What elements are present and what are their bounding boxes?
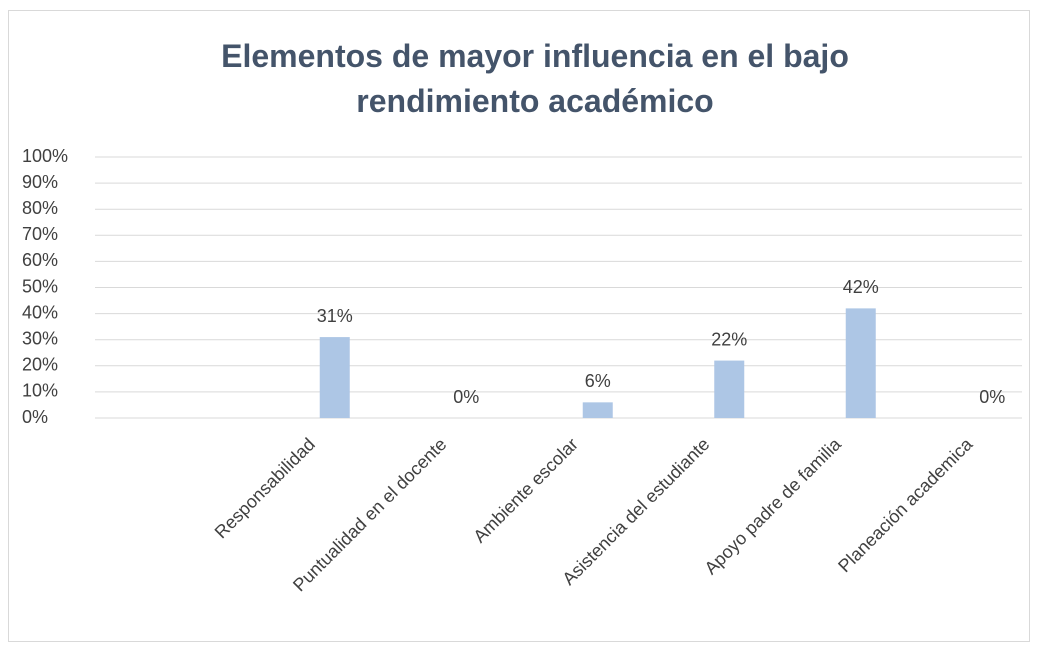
data-label: 31% xyxy=(317,306,353,326)
chart-frame xyxy=(8,10,1030,642)
bar xyxy=(714,360,745,418)
y-tick-label: 90% xyxy=(22,172,58,192)
x-tick-label: Planeación academica xyxy=(834,433,977,576)
y-tick-label: 0% xyxy=(22,407,48,427)
bar xyxy=(319,337,350,418)
x-tick-label: Responsabilidad xyxy=(211,434,319,542)
y-tick-label: 50% xyxy=(22,276,58,296)
bar xyxy=(845,308,876,418)
x-tick-label: Ambiente escolar xyxy=(469,434,581,546)
x-tick-label: Asistencia del estudiante xyxy=(558,434,713,589)
y-tick-label: 60% xyxy=(22,250,58,270)
data-label: 6% xyxy=(585,371,611,391)
y-tick-label: 70% xyxy=(22,224,58,244)
x-tick-label: Puntualidad en el docente xyxy=(289,434,450,595)
x-tick-label: Apoyo padre de familia xyxy=(701,433,846,578)
data-label: 42% xyxy=(843,277,879,297)
y-tick-label: 30% xyxy=(22,328,58,348)
chart-title: Elementos de mayor influencia en el bajo… xyxy=(221,38,849,119)
bar xyxy=(582,402,613,418)
data-label: 22% xyxy=(711,329,747,349)
y-tick-label: 80% xyxy=(22,198,58,218)
data-label: 0% xyxy=(453,387,479,407)
y-tick-label: 20% xyxy=(22,355,58,375)
data-label: 0% xyxy=(979,387,1005,407)
y-tick-label: 100% xyxy=(22,146,68,166)
y-tick-label: 40% xyxy=(22,302,58,322)
y-tick-label: 10% xyxy=(22,381,58,401)
